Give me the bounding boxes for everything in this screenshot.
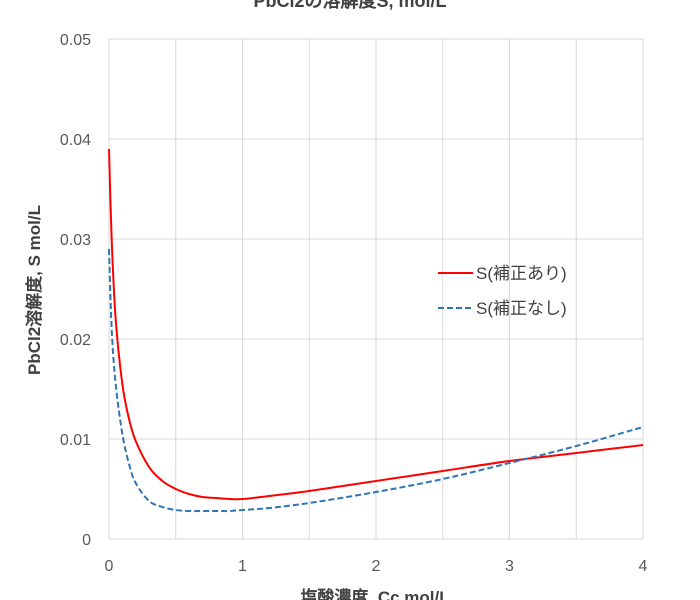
legend: S(補正あり) S(補正なし): [438, 264, 567, 318]
x-tick-label: 0: [105, 558, 114, 575]
y-tick-label: 0.01: [60, 432, 91, 449]
chart-title: PbCl2の溶解度S, mol/L: [253, 0, 446, 11]
y-tick-label: 0.02: [60, 332, 91, 349]
grid-lines: [108, 38, 644, 540]
y-tick-label: 0.03: [60, 232, 91, 249]
y-tick-labels: 0 0.01 0.02 0.03 0.04 0.05: [60, 32, 91, 549]
x-axis-title: 塩酸濃度, Cc mol/L: [300, 587, 449, 600]
x-tick-label: 3: [505, 558, 514, 575]
y-tick-label: 0.04: [60, 132, 91, 149]
y-tick-label: 0.05: [60, 32, 91, 49]
y-tick-label: 0: [82, 532, 91, 549]
legend-label-corrected: S(補正あり): [476, 264, 567, 283]
x-tick-labels: 0 1 2 3 4: [105, 558, 648, 575]
series-lines: [108, 148, 644, 513]
y-axis-title: PbCl2溶解度, S mol/L: [24, 205, 44, 375]
x-tick-label: 2: [372, 558, 381, 575]
x-tick-label: 1: [238, 558, 247, 575]
legend-label-uncorrected: S(補正なし): [476, 299, 567, 318]
series-line-corrected: [108, 148, 644, 501]
series-line-uncorrected: [108, 248, 644, 513]
x-tick-label: 4: [639, 558, 648, 575]
